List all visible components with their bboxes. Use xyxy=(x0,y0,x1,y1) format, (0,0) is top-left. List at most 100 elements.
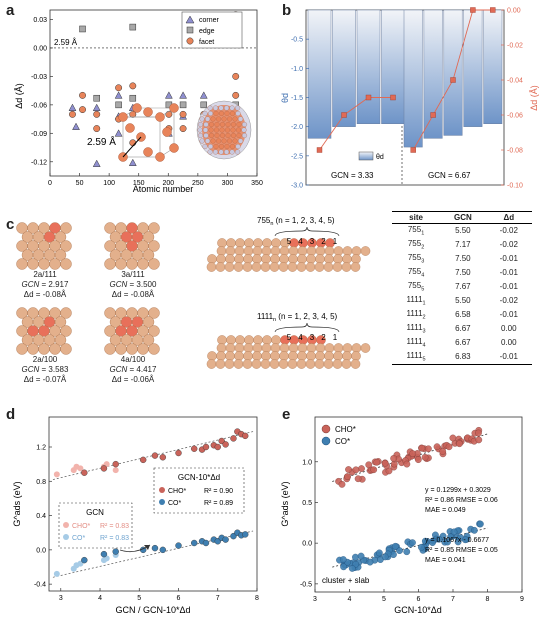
site-subscript: 1 xyxy=(421,230,425,237)
step-atom xyxy=(226,335,236,345)
slab-gcn: GCN = 4.417 xyxy=(109,365,157,374)
co-point xyxy=(470,526,478,534)
slab-atom xyxy=(104,343,116,355)
nanoparticle-atom xyxy=(213,149,219,155)
corner-point xyxy=(128,158,137,166)
y-tick-label: 0.5 xyxy=(302,500,312,507)
x-tick-label: 100 xyxy=(103,180,115,187)
data-point xyxy=(77,465,84,472)
nanoparticle-atom xyxy=(221,116,227,122)
step-atom xyxy=(287,262,298,272)
step-atom xyxy=(233,262,244,272)
step-atom xyxy=(296,359,307,369)
edge-point xyxy=(200,101,208,109)
step-atom xyxy=(262,238,272,248)
legend-gcn-cho-r2: R² = 0.83 xyxy=(100,523,129,530)
data-point xyxy=(222,441,229,448)
panel-label-c: c xyxy=(6,216,15,233)
panel-label-b: b xyxy=(282,2,292,19)
nanoparticle-atom xyxy=(232,116,238,122)
data-point xyxy=(112,460,119,468)
y-axis-label-d: G^ads (eV) xyxy=(12,481,22,526)
cho-point xyxy=(403,460,411,468)
data-point xyxy=(53,570,60,577)
fit-co-eq: y = 0.1067x - 0.6677 xyxy=(425,537,489,544)
facet-point xyxy=(79,91,86,99)
nanoparticle-atom xyxy=(241,121,248,128)
theta-bar xyxy=(483,9,503,124)
slab-dd: Δd = -0.08Å xyxy=(23,290,67,299)
co-point xyxy=(435,535,443,543)
nanoparticle-atom xyxy=(199,116,205,122)
cho-point xyxy=(475,436,483,444)
legend-theta-swatch xyxy=(358,151,374,161)
site-subscript: 4 xyxy=(422,342,426,349)
table-row: 7552 7.17 -0.02 xyxy=(392,238,532,252)
legend-gcn10-cho: CHO* xyxy=(168,488,187,495)
slab-gcn: GCN = 3.583 xyxy=(21,365,69,374)
delta-point xyxy=(430,112,436,118)
nanoparticle-atom xyxy=(235,127,242,133)
step-atom xyxy=(234,246,245,256)
step-755-label: 755n (n = 1, 2, 3, 4, 5) xyxy=(257,216,335,227)
slab-name: 3a/111 xyxy=(121,270,145,279)
step-atom xyxy=(252,246,263,256)
slab-atom xyxy=(60,240,72,252)
data-point xyxy=(214,443,221,451)
step-site-digit: 2 xyxy=(321,333,326,342)
nanoparticle-atom xyxy=(207,110,214,117)
edge-point xyxy=(93,94,100,102)
step-atom xyxy=(252,351,262,361)
cell-gcn: 7.50 xyxy=(455,268,471,278)
cho-point xyxy=(449,434,457,442)
nanoparticle-atom xyxy=(221,138,227,144)
delta-point xyxy=(341,112,347,118)
arrow-head xyxy=(144,545,150,550)
slab-atom xyxy=(142,231,155,243)
legend-gcn10-co-r2: R² = 0.89 xyxy=(204,500,233,507)
x-tick-label: 8 xyxy=(255,595,259,602)
slab-atom xyxy=(126,258,138,270)
cell-site: 11113 xyxy=(406,322,426,335)
co-point xyxy=(476,520,484,528)
cell-dd: -0.02 xyxy=(499,296,518,306)
y-tick-label: 1.0 xyxy=(302,459,312,466)
legend-gcn-co: CO* xyxy=(72,535,86,542)
step-atom xyxy=(324,254,334,264)
step-atom xyxy=(207,254,217,264)
legend-theta: θd xyxy=(376,154,384,161)
nanoparticle-atom xyxy=(238,138,244,144)
data-point xyxy=(151,544,159,552)
cell-gcn: 7.50 xyxy=(455,254,471,264)
slab-atom xyxy=(142,334,155,346)
fit-cho-mae: MAE = 0.049 xyxy=(425,507,466,514)
table-row: 11113 6.67 0.00 xyxy=(392,322,532,336)
slab-atom xyxy=(142,316,155,328)
step-site-digit: 3 xyxy=(310,333,315,342)
step-atom xyxy=(243,343,254,353)
nanoparticle-atom xyxy=(197,121,204,128)
step-atom xyxy=(270,343,281,353)
cho-point xyxy=(456,440,463,448)
note-cluster-slab: cluster + slab xyxy=(322,576,370,585)
legend-gcn-cho: CHO* xyxy=(72,523,91,530)
step-atom xyxy=(341,359,352,369)
step-atom xyxy=(297,343,308,353)
table-row: 7554 7.50 -0.01 xyxy=(392,266,532,280)
panel-label-e: e xyxy=(282,406,291,423)
nanoparticle-atom xyxy=(202,110,208,117)
step-atom xyxy=(242,359,253,369)
slab-atom xyxy=(148,325,160,337)
step-atom xyxy=(270,351,280,361)
step-atom xyxy=(243,351,253,361)
theta-bar xyxy=(332,9,356,127)
co-point xyxy=(421,537,429,545)
co-point xyxy=(357,552,365,560)
slab-atom xyxy=(60,258,72,270)
data-point xyxy=(100,465,108,472)
co-point xyxy=(403,548,411,556)
facet-point xyxy=(129,110,137,118)
nanoparticle-atom xyxy=(241,132,248,139)
step-atom xyxy=(279,246,290,256)
step-atom xyxy=(288,343,299,353)
